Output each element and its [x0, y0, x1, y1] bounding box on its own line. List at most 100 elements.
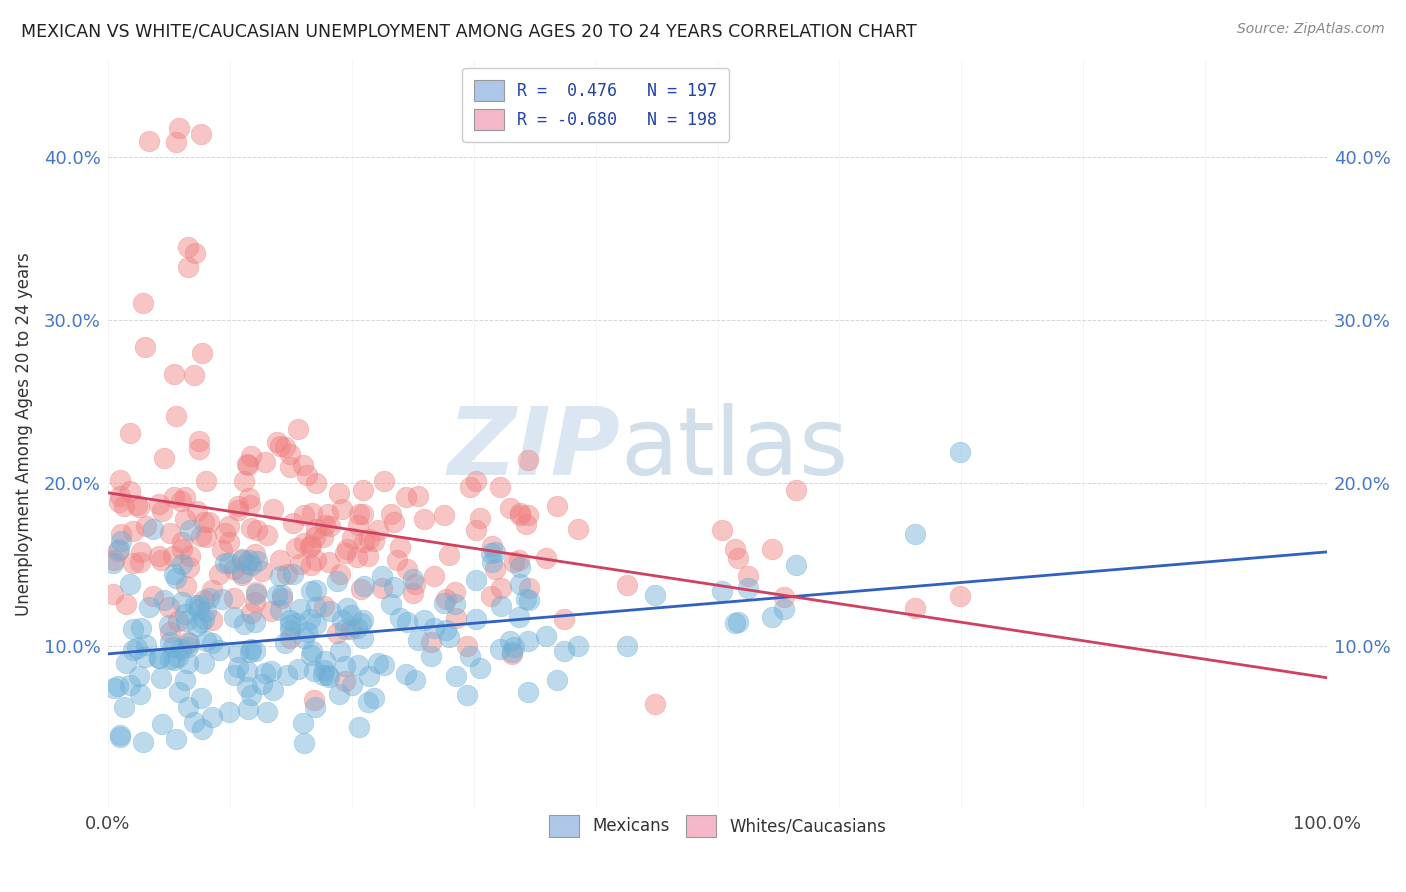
Point: [177, 260, 200, 275]
Point: [231, 568, 253, 582]
Point: [404, 577, 426, 591]
Point: [239, 606, 262, 620]
Point: [163, 653, 186, 667]
Point: [727, 615, 749, 630]
Point: [134, 649, 156, 664]
Point: [515, 516, 537, 531]
Point: [110, 533, 132, 548]
Point: [254, 666, 277, 681]
Point: [292, 508, 315, 522]
Point: [269, 603, 291, 617]
Point: [193, 612, 215, 626]
Point: [314, 654, 336, 668]
Point: [163, 566, 186, 581]
Point: [326, 626, 349, 640]
Point: [346, 657, 368, 672]
Point: [165, 135, 187, 149]
Point: [292, 736, 315, 750]
Point: [118, 678, 141, 692]
Point: [163, 490, 186, 504]
Point: [194, 634, 217, 648]
Point: [350, 582, 373, 597]
Point: [148, 651, 170, 665]
Point: [501, 647, 523, 661]
Point: [434, 623, 457, 637]
Point: [339, 607, 361, 622]
Point: [287, 422, 309, 436]
Point: [517, 581, 540, 595]
Point: [644, 588, 666, 602]
Point: [318, 670, 340, 684]
Point: [231, 553, 253, 567]
Point: [367, 523, 389, 537]
Point: [177, 656, 200, 670]
Point: [509, 508, 531, 522]
Point: [546, 499, 568, 513]
Point: [363, 690, 385, 705]
Point: [201, 636, 224, 650]
Point: [318, 556, 340, 570]
Point: [167, 614, 190, 628]
Point: [101, 556, 124, 570]
Point: [446, 669, 468, 683]
Point: [170, 558, 193, 572]
Point: [534, 629, 557, 643]
Point: [724, 542, 747, 557]
Point: [256, 528, 278, 542]
Point: [222, 610, 245, 624]
Point: [165, 731, 187, 746]
Point: [231, 551, 253, 566]
Point: [162, 549, 184, 563]
Point: [395, 615, 418, 629]
Point: [235, 680, 257, 694]
Point: [285, 541, 308, 556]
Point: [287, 663, 309, 677]
Point: [246, 554, 269, 568]
Point: [380, 507, 402, 521]
Point: [329, 644, 352, 658]
Point: [501, 645, 523, 659]
Point: [464, 573, 486, 587]
Point: [200, 710, 222, 724]
Point: [101, 587, 124, 601]
Point: [115, 656, 138, 670]
Point: [269, 553, 291, 567]
Point: [183, 368, 205, 382]
Point: [138, 134, 160, 148]
Point: [121, 643, 143, 657]
Point: [489, 641, 512, 656]
Point: [489, 581, 512, 595]
Point: [179, 523, 201, 537]
Point: [302, 665, 325, 679]
Point: [238, 458, 260, 473]
Point: [534, 551, 557, 566]
Point: [200, 614, 222, 628]
Point: [297, 625, 319, 640]
Text: ZIP: ZIP: [447, 403, 620, 495]
Point: [110, 527, 132, 541]
Point: [194, 474, 217, 488]
Point: [384, 515, 406, 529]
Point: [312, 667, 335, 681]
Point: [252, 564, 274, 578]
Point: [260, 604, 283, 618]
Point: [949, 589, 972, 603]
Point: [413, 512, 436, 526]
Point: [388, 540, 411, 554]
Point: [616, 578, 638, 592]
Point: [352, 614, 374, 628]
Point: [299, 540, 322, 554]
Point: [904, 526, 927, 541]
Point: [110, 473, 132, 487]
Point: [333, 658, 356, 673]
Point: [235, 457, 257, 471]
Point: [508, 552, 530, 566]
Point: [122, 622, 145, 636]
Point: [243, 643, 266, 657]
Point: [567, 639, 589, 653]
Point: [292, 631, 315, 645]
Point: [276, 567, 298, 582]
Point: [333, 545, 356, 559]
Point: [553, 643, 575, 657]
Point: [406, 489, 429, 503]
